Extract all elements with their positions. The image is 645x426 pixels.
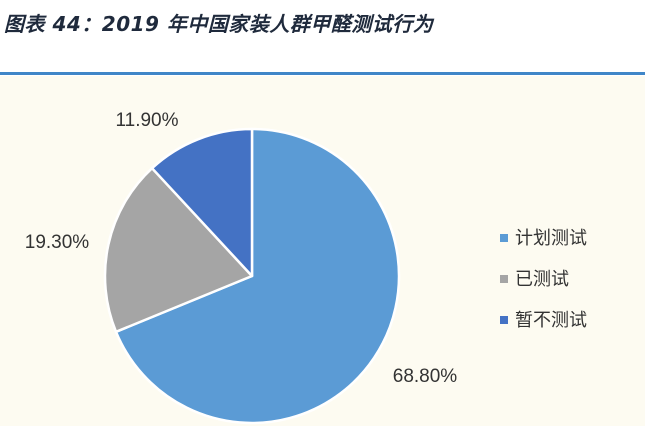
title-divider: [0, 72, 645, 75]
figure-title: 图表 44：2019 年中国家装人群甲醛测试行为: [4, 12, 434, 36]
data-label-3: 11.90%: [115, 110, 178, 131]
pie-data-labels: 68.80% 19.30% 11.90%: [25, 110, 458, 387]
legend-item-1: 计划测试: [500, 228, 587, 249]
legend-swatch-2: [500, 275, 508, 283]
legend-label-1: 计划测试: [515, 228, 587, 249]
legend-label-2: 已测试: [515, 269, 569, 290]
legend-item-3: 暂不测试: [500, 310, 587, 331]
legend-swatch-1: [500, 234, 508, 242]
data-label-1: 68.80%: [393, 366, 458, 387]
pie-slice-1: [114, 127, 401, 425]
pie-slices: [103, 127, 401, 425]
pie-slice-2: [103, 166, 254, 334]
data-label-2: 19.30%: [25, 232, 90, 253]
legend-swatch-3: [500, 316, 508, 324]
legend-label-3: 暂不测试: [515, 310, 587, 331]
pie-slice-3: [150, 127, 254, 278]
legend-item-2: 已测试: [500, 269, 569, 290]
chart-area: 68.80% 19.30% 11.90% 计划测试已测试暂不测试: [0, 76, 645, 426]
